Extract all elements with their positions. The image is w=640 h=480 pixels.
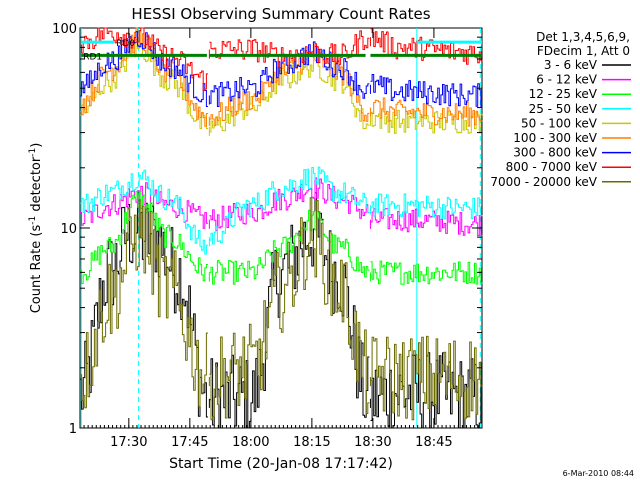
series-line-4-0 (80, 38, 208, 130)
series-25-50keV-kev (80, 166, 483, 255)
series-line-3-0 (80, 169, 208, 255)
series-line-4-2 (370, 108, 483, 134)
series-line-5-2 (370, 97, 483, 127)
legend-label-1: 6 - 12 keV (536, 73, 598, 87)
legend-label-7: 800 - 7000 keV (506, 160, 598, 174)
annotation-rd0: RD0 (116, 39, 135, 49)
legend-label-8: 7000 - 20000 keV (490, 175, 597, 189)
annotation-layer: RD0 RD1 (81, 39, 482, 62)
x-tick-label-1830: 18:30 (354, 435, 391, 450)
series-line-7-0 (80, 27, 208, 91)
legend-label-0: 3 - 6 keV (544, 58, 598, 72)
legend-header-line-2: FDecim 1, Att 0 (537, 44, 630, 58)
x-tick-label-1800: 18:00 (232, 435, 269, 450)
legend-label-3: 25 - 50 keV (529, 102, 598, 116)
legend-header-line-1: Det 1,3,4,5,6,9, (536, 30, 630, 44)
series-300-800keV-kev (80, 31, 483, 108)
footer-timestamp: 6-Mar-2010 08:44 (563, 469, 634, 478)
y-tick-label-1: 1 (69, 422, 77, 437)
series-line-7-1 (209, 30, 370, 69)
series-line-2-2 (370, 260, 483, 285)
series-line-8-0 (80, 199, 208, 409)
annotation-rd1: RD1 (83, 52, 102, 62)
series-line-7-2 (370, 28, 483, 65)
series-12-25keV-kev (80, 190, 483, 285)
legend-label-4: 50 - 100 keV (521, 116, 598, 130)
series-line-0-1 (209, 192, 370, 429)
series-line-3-1 (209, 166, 370, 245)
x-axis-label: Start Time (20-Jan-08 17:17:42) (169, 456, 393, 472)
series-line-3-2 (370, 193, 483, 220)
axes-layer: 1 10 100 17:30 17:45 18:00 18:15 18:30 18:45 (52, 22, 482, 450)
series-line-1-2 (370, 208, 483, 237)
series-layer (80, 27, 483, 429)
legend-label-2: 12 - 25 keV (529, 87, 598, 101)
series-7000-20000keV-kev (80, 197, 483, 421)
series-line-6-2 (370, 74, 483, 108)
x-tick-label-1845: 18:45 (415, 435, 452, 450)
x-tick-label-1745: 17:45 (171, 435, 208, 450)
legend: Det 1,3,4,5,6,9, FDecim 1, Att 0 3 - 6 k… (490, 30, 631, 189)
series-line-8-1 (209, 197, 370, 421)
y-tick-label-10: 10 (60, 222, 77, 237)
legend-label-5: 100 - 300 keV (513, 131, 597, 145)
series-line-1-0 (80, 182, 208, 229)
y-tick-label-100: 100 (52, 22, 77, 37)
legend-label-6: 300 - 800 keV (513, 146, 597, 160)
x-tick-label-1815: 18:15 (293, 435, 330, 450)
series-line-6-0 (80, 31, 208, 107)
x-tick-label-1730: 17:30 (110, 435, 147, 450)
series-line-2-0 (80, 190, 208, 285)
series-line-2-1 (209, 209, 370, 285)
y-axis-label: Count Rate (s-1 detector-1) (28, 143, 44, 314)
chart-title: HESSI Observing Summary Count Rates (131, 5, 430, 23)
series-line-6-1 (209, 41, 370, 107)
series-line-8-2 (370, 335, 483, 421)
